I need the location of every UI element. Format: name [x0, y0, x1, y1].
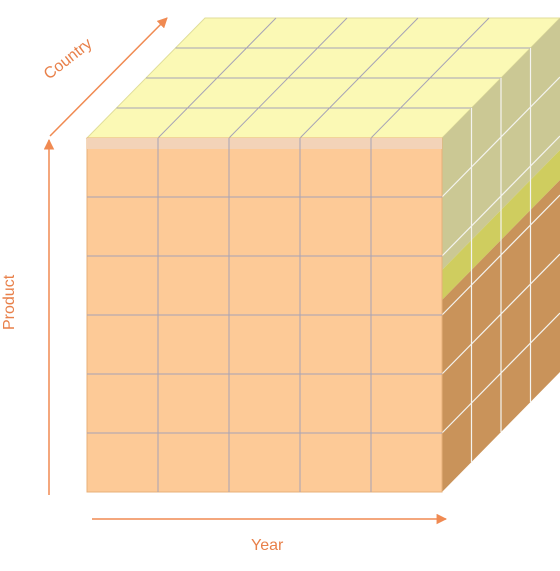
cube-front-top-band — [87, 138, 442, 149]
cube-side-grid — [441, 48, 560, 462]
country-axis-arrow — [49, 17, 168, 137]
cube-front-grid — [87, 138, 442, 492]
year-axis-label: Year — [251, 537, 284, 554]
cube-top-grid — [116, 17, 531, 139]
product-axis-label: Product — [1, 274, 18, 330]
